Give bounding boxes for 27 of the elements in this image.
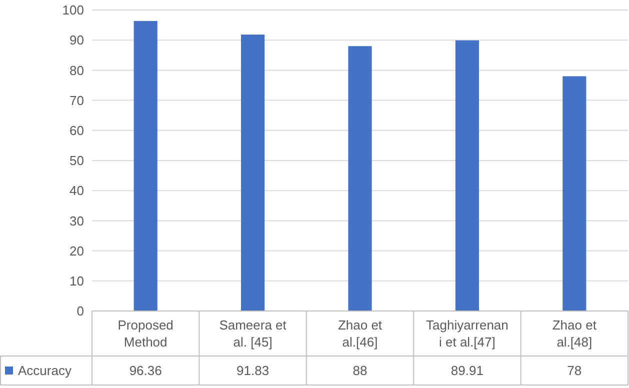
bar <box>455 40 479 311</box>
y-tick-label: 60 <box>70 122 84 138</box>
x-tick-label: Sameera et al. [45] <box>219 318 287 350</box>
bar <box>241 34 265 311</box>
legend-label: Accuracy <box>18 363 72 378</box>
y-tick-label: 40 <box>70 183 84 198</box>
y-tick-label: 0 <box>76 304 84 319</box>
y-tick-label: 90 <box>70 32 84 48</box>
data-label: 88 <box>352 363 368 378</box>
x-tick-label: Zhao et al.[46] <box>338 318 382 350</box>
data-label: 78 <box>567 363 582 378</box>
bar <box>348 46 372 311</box>
data-label: 89.91 <box>450 363 484 378</box>
y-tick-label: 20 <box>70 243 84 258</box>
y-tick-label: 80 <box>70 62 84 78</box>
y-tick-label: 50 <box>70 153 84 168</box>
x-tick-label: Zhao et al.[48] <box>552 318 597 350</box>
x-tick-label: Taghiyarrenani et al.[47] <box>426 318 508 350</box>
y-tick-label: 10 <box>70 273 84 288</box>
bar <box>134 20 158 311</box>
bar <box>562 76 586 311</box>
y-tick-label: 30 <box>70 213 84 228</box>
y-tick-label: 100 <box>62 2 84 18</box>
data-label: 96.36 <box>129 363 162 378</box>
x-tick-label: Proposed Method <box>118 318 174 350</box>
data-label: 91.83 <box>236 363 270 378</box>
y-tick-label: 70 <box>70 92 84 108</box>
